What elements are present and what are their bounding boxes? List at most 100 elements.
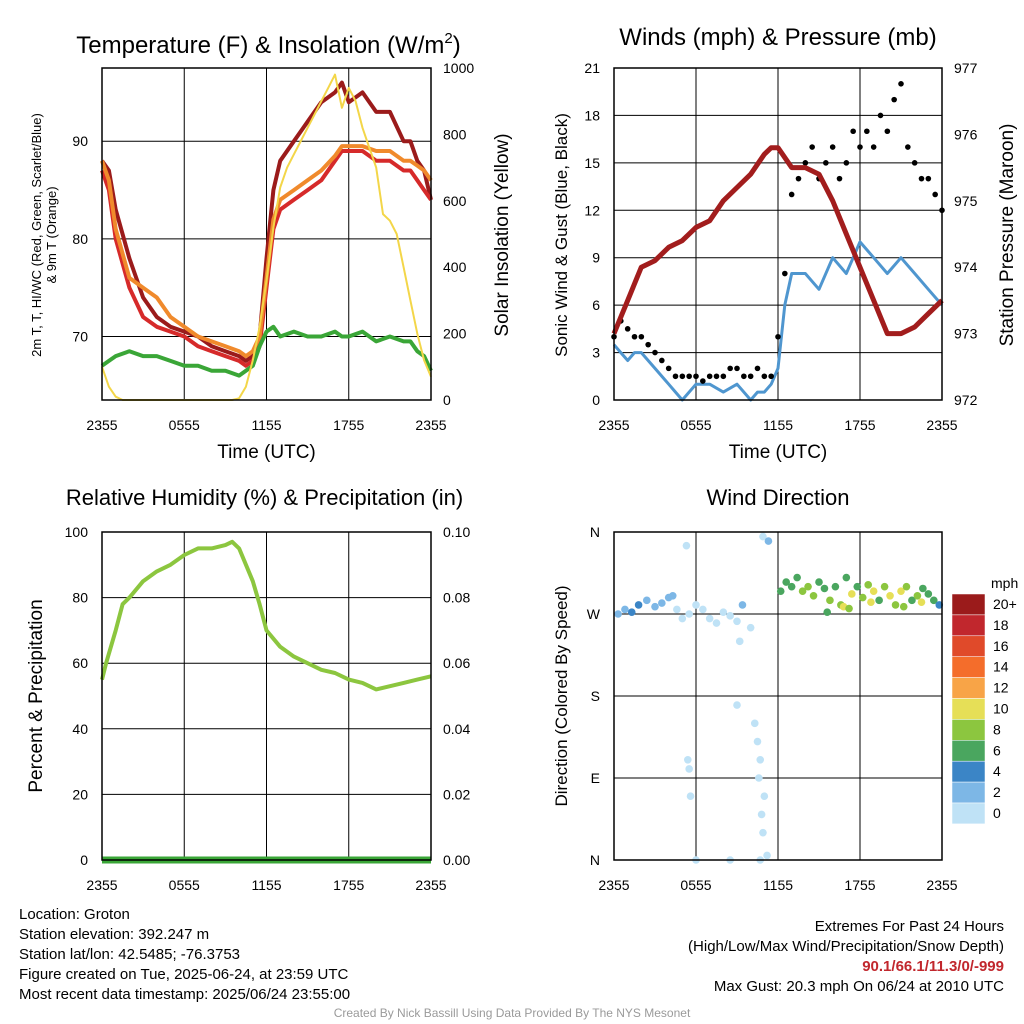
direction-point xyxy=(684,755,692,764)
direction-point xyxy=(692,601,700,609)
y-axis-label-right: Station Pressure (Maroon) xyxy=(997,124,1018,347)
x-tick-label: 2355 xyxy=(598,877,629,893)
station-info: Location: Groton Station elevation: 392.… xyxy=(19,905,350,1005)
x-tick-label: 2355 xyxy=(926,417,957,433)
chart-title-temperature: Temperature (F) & Insolation (W/m2) xyxy=(76,30,460,59)
direction-point xyxy=(651,602,659,611)
y-tick-label: 3 xyxy=(592,345,600,361)
gust-point xyxy=(829,144,836,150)
legend-label: 12 xyxy=(993,680,1009,696)
direction-point xyxy=(733,701,741,709)
y-tick-label: 0 xyxy=(592,392,600,408)
y-tick-label: 21 xyxy=(584,60,600,76)
wind-series-line-2 xyxy=(611,145,944,337)
gust-point xyxy=(686,373,692,380)
direction-point xyxy=(614,610,622,618)
direction-point xyxy=(793,573,801,582)
direction-point xyxy=(815,578,823,586)
gust-point xyxy=(891,96,897,103)
direction-point xyxy=(705,614,714,623)
y2-tick-label: 976 xyxy=(954,126,978,142)
gust-point xyxy=(884,128,891,135)
legend-label: 18 xyxy=(993,617,1009,633)
legend-swatch xyxy=(951,802,986,825)
legend-label: 6 xyxy=(993,742,1001,758)
x-tick-label: 2355 xyxy=(415,877,446,893)
direction-point xyxy=(753,737,762,746)
y-tick-label: 12 xyxy=(584,202,600,218)
legend-swatch xyxy=(951,656,986,678)
y2-tick-label: 0.02 xyxy=(443,786,470,802)
y-axis-label-right: Solar Insolation (Yellow) xyxy=(492,133,513,336)
x-tick-label: 1155 xyxy=(251,877,281,893)
gust-point xyxy=(645,341,651,348)
direction-point xyxy=(726,612,734,620)
gust-point xyxy=(631,333,638,340)
gust-point xyxy=(925,175,932,182)
x-tick-label: 2355 xyxy=(598,417,629,433)
direction-point xyxy=(764,537,773,545)
direction-point xyxy=(759,828,767,837)
gust-point xyxy=(857,144,863,150)
y2-tick-label: 1000 xyxy=(443,60,474,76)
direction-point xyxy=(875,596,883,605)
y-tick-label: W xyxy=(587,606,601,622)
direction-point xyxy=(733,617,741,626)
x-tick-label: 1155 xyxy=(763,417,793,433)
direction-point xyxy=(760,792,769,801)
x-tick-label: 1755 xyxy=(844,877,875,893)
y-axis-label-left-2: & 9m T (Orange) xyxy=(44,186,59,283)
chart-title-winds: Winds (mph) & Pressure (mb) xyxy=(619,24,936,51)
gust-point xyxy=(734,365,740,372)
x-tick-label: 1155 xyxy=(763,877,793,893)
y2-tick-label: 0.04 xyxy=(443,721,470,737)
station-location: Location: Groton xyxy=(19,906,130,923)
y-tick-label: 70 xyxy=(72,329,88,345)
extremes-title: Extremes For Past 24 Hours xyxy=(814,918,1004,935)
direction-point xyxy=(735,637,744,646)
plot-frame-4 xyxy=(613,531,943,861)
gust-point xyxy=(836,175,843,182)
gust-point xyxy=(741,373,747,380)
temp-series-line-3 xyxy=(100,324,433,378)
gust-point xyxy=(761,373,768,380)
gust-point xyxy=(747,373,754,380)
y-axis-label-left: Sonic Wind & Gust (Blue, Black) xyxy=(552,113,571,357)
gust-point xyxy=(727,365,733,372)
legend-swatch xyxy=(951,740,986,762)
x-tick-label: 2355 xyxy=(86,877,117,893)
gust-point xyxy=(911,160,918,166)
direction-point xyxy=(823,608,831,616)
chart-title-direction: Wind Direction xyxy=(706,485,849,510)
legend-label: 4 xyxy=(993,763,1001,779)
credit-line: Created By Nick Bassill Using Data Provi… xyxy=(333,1006,691,1020)
gust-point xyxy=(932,191,938,198)
legend-swatch xyxy=(951,593,986,616)
y2-tick-label: 400 xyxy=(443,259,467,275)
y2-tick-label: 0.10 xyxy=(443,524,470,540)
gust-point xyxy=(850,128,856,135)
legend-label: 0 xyxy=(993,805,1001,821)
gust-point xyxy=(672,373,679,380)
direction-point xyxy=(917,598,926,606)
temp-series-line-0 xyxy=(100,80,433,363)
gust-point xyxy=(788,191,795,198)
station-elevation: Station elevation: 392.247 m xyxy=(19,926,210,943)
direction-point xyxy=(763,851,771,860)
direction-point xyxy=(908,596,916,605)
y-tick-label: 20 xyxy=(72,786,88,802)
direction-point xyxy=(804,582,812,591)
direction-point xyxy=(924,590,933,598)
direction-point xyxy=(755,774,763,782)
legend-title: mph xyxy=(991,575,1018,591)
direction-point xyxy=(699,605,707,614)
y2-tick-label: 972 xyxy=(954,392,978,408)
recent-timestamp: Most recent data timestamp: 2025/06/24 2… xyxy=(19,986,351,1003)
y2-tick-label: 0.00 xyxy=(443,852,470,868)
direction-point xyxy=(712,619,721,627)
gust-point xyxy=(918,175,925,182)
direction-point xyxy=(759,532,767,541)
legend-swatch xyxy=(951,698,986,720)
gust-point xyxy=(782,270,788,277)
